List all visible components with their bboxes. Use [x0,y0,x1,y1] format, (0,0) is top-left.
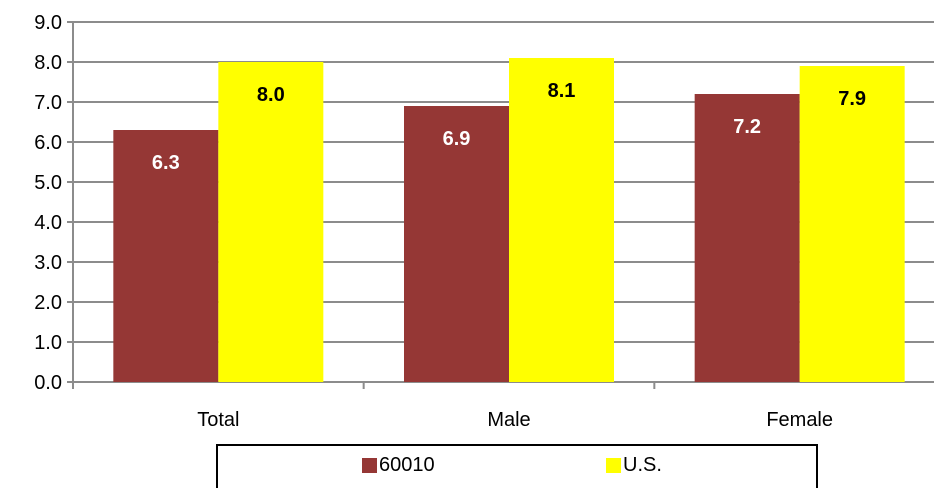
y-tick-label: 7.0 [34,92,62,114]
legend-item-us: U.S. [606,454,662,477]
data-label: 6.9 [443,128,471,150]
data-labels: 6.3 8.0 6.9 8.1 7.2 7.9 [152,80,866,174]
legend: 60010 U.S. [216,444,818,488]
legend-swatch-us [606,458,621,473]
y-tick-label: 1.0 [34,332,62,354]
bar [404,106,509,382]
bar [509,58,614,382]
y-tick-label: 0.0 [34,372,62,394]
data-label: 8.1 [548,80,576,102]
x-category-label: Male [487,409,530,431]
y-tick-label: 3.0 [34,252,62,274]
y-tick-label: 8.0 [34,52,62,74]
x-category-label: Total [197,409,239,431]
y-tick-label: 5.0 [34,172,62,194]
bars [113,58,905,382]
y-tick-label: 2.0 [34,292,62,314]
data-label: 8.0 [257,84,285,106]
x-category-label: Female [766,409,833,431]
y-axis: 0.0 1.0 2.0 3.0 4.0 5.0 6.0 7.0 8.0 9.0 [34,12,74,394]
legend-label-us: U.S. [623,454,662,476]
y-tick-label: 9.0 [34,12,62,34]
data-label: 7.9 [838,88,866,110]
bar-chart: 0.0 1.0 2.0 3.0 4.0 5.0 6.0 7.0 8.0 9.0 Total Male… [34,12,934,431]
data-label: 6.3 [152,152,180,174]
legend-swatch-60010 [362,458,377,473]
bar [113,130,219,382]
y-tick-label: 6.0 [34,132,62,154]
data-label: 7.2 [733,116,761,138]
bar [218,62,324,382]
bar [799,66,905,382]
x-axis: Total Male Female [72,381,934,431]
y-tick-label: 4.0 [34,212,62,234]
legend-item-60010: 60010 [362,454,435,477]
bar [694,94,800,382]
legend-label-60010: 60010 [379,454,435,476]
